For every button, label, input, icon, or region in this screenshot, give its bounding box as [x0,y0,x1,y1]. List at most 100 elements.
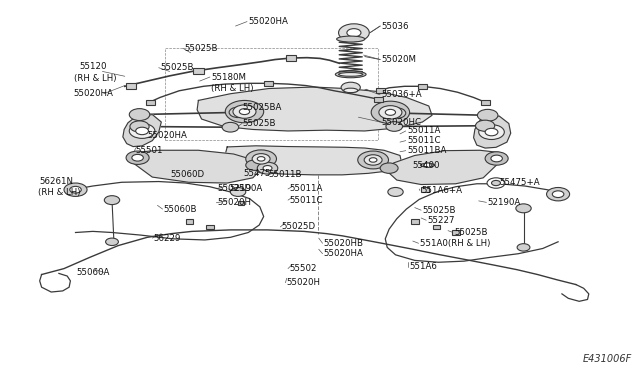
Circle shape [246,160,264,170]
Text: 52190A: 52190A [488,198,521,207]
Ellipse shape [335,71,366,78]
Circle shape [380,163,398,173]
Text: 52190A: 52190A [229,185,262,193]
Text: (RH & LH): (RH & LH) [211,84,253,93]
Ellipse shape [341,82,360,93]
Circle shape [230,187,246,196]
Circle shape [233,105,256,118]
Circle shape [385,109,396,115]
Circle shape [257,157,265,161]
Text: 55020HA: 55020HA [324,249,364,258]
Circle shape [347,29,361,37]
FancyBboxPatch shape [374,97,383,102]
Text: 55025B: 55025B [454,228,488,237]
Text: 55501: 55501 [136,146,163,155]
FancyBboxPatch shape [264,81,273,86]
Text: 55011C: 55011C [407,136,440,145]
Text: 55400: 55400 [413,161,440,170]
Circle shape [386,122,403,131]
Circle shape [479,125,504,140]
FancyBboxPatch shape [126,83,136,89]
Text: 55011A: 55011A [407,126,440,135]
FancyBboxPatch shape [418,84,427,89]
Text: (RH & LH): (RH & LH) [74,74,116,83]
Circle shape [388,187,403,196]
Ellipse shape [344,88,358,93]
Circle shape [106,238,118,246]
Text: 55475: 55475 [243,169,271,178]
Circle shape [388,108,406,118]
Text: 55060D: 55060D [170,170,204,179]
Text: 55020M: 55020M [381,55,417,64]
Circle shape [222,122,239,132]
FancyBboxPatch shape [193,68,204,74]
Text: 55011B: 55011B [269,170,302,179]
Text: 55227: 55227 [428,216,455,225]
Circle shape [129,109,150,121]
Text: 55036+A: 55036+A [381,90,422,99]
Text: 55020HB: 55020HB [324,239,364,248]
Circle shape [64,183,87,196]
Text: 55011A: 55011A [289,185,323,193]
Circle shape [477,109,498,121]
Circle shape [516,204,531,213]
Text: 55025B: 55025B [422,206,456,215]
Text: 55025BA: 55025BA [242,103,282,112]
Circle shape [371,101,410,124]
Circle shape [369,158,377,162]
Polygon shape [123,115,161,147]
Ellipse shape [337,36,365,42]
Circle shape [492,180,500,186]
Circle shape [379,106,402,119]
FancyBboxPatch shape [238,201,244,205]
Text: 55020HA: 55020HA [147,131,187,140]
Text: 551A0(RH & LH): 551A0(RH & LH) [420,239,490,248]
Circle shape [239,109,250,115]
Circle shape [252,154,270,164]
FancyBboxPatch shape [206,225,214,229]
Text: 55020HA: 55020HA [248,17,288,26]
FancyBboxPatch shape [186,219,193,224]
Text: 55475+A: 55475+A [499,178,540,187]
Text: 55060B: 55060B [164,205,197,214]
Text: 55036: 55036 [381,22,409,31]
Text: 55020HC: 55020HC [381,118,422,126]
Text: 55060A: 55060A [77,268,110,277]
Text: 55180M: 55180M [211,73,246,81]
Circle shape [358,151,388,169]
Circle shape [129,124,155,138]
FancyBboxPatch shape [452,230,460,235]
Polygon shape [224,146,402,175]
Text: 55025B: 55025B [184,44,218,53]
Text: 55020HA: 55020HA [74,89,113,98]
Circle shape [126,151,149,164]
Text: 55011BA: 55011BA [407,146,447,155]
Circle shape [246,150,276,168]
FancyBboxPatch shape [433,225,440,229]
Circle shape [70,186,81,193]
Circle shape [517,244,530,251]
Circle shape [491,155,502,162]
Polygon shape [133,150,261,183]
Circle shape [364,155,382,165]
FancyBboxPatch shape [376,88,385,93]
Text: E431006F: E431006F [583,354,632,364]
Text: 55025D: 55025D [218,184,252,193]
Polygon shape [388,150,499,185]
Ellipse shape [339,73,363,76]
Circle shape [552,191,564,198]
Text: 55025D: 55025D [282,222,316,231]
Text: 551A6: 551A6 [410,262,438,271]
FancyBboxPatch shape [411,219,419,224]
FancyBboxPatch shape [421,187,429,192]
Circle shape [104,196,120,205]
FancyBboxPatch shape [286,55,296,61]
Text: 55025B: 55025B [160,63,193,72]
Text: (RH & LH): (RH & LH) [38,188,81,197]
Text: 55025B: 55025B [242,119,275,128]
Circle shape [547,187,570,201]
Circle shape [476,120,495,131]
Circle shape [485,128,498,136]
Text: 55020H: 55020H [218,198,252,207]
Text: 55020H: 55020H [287,278,321,287]
